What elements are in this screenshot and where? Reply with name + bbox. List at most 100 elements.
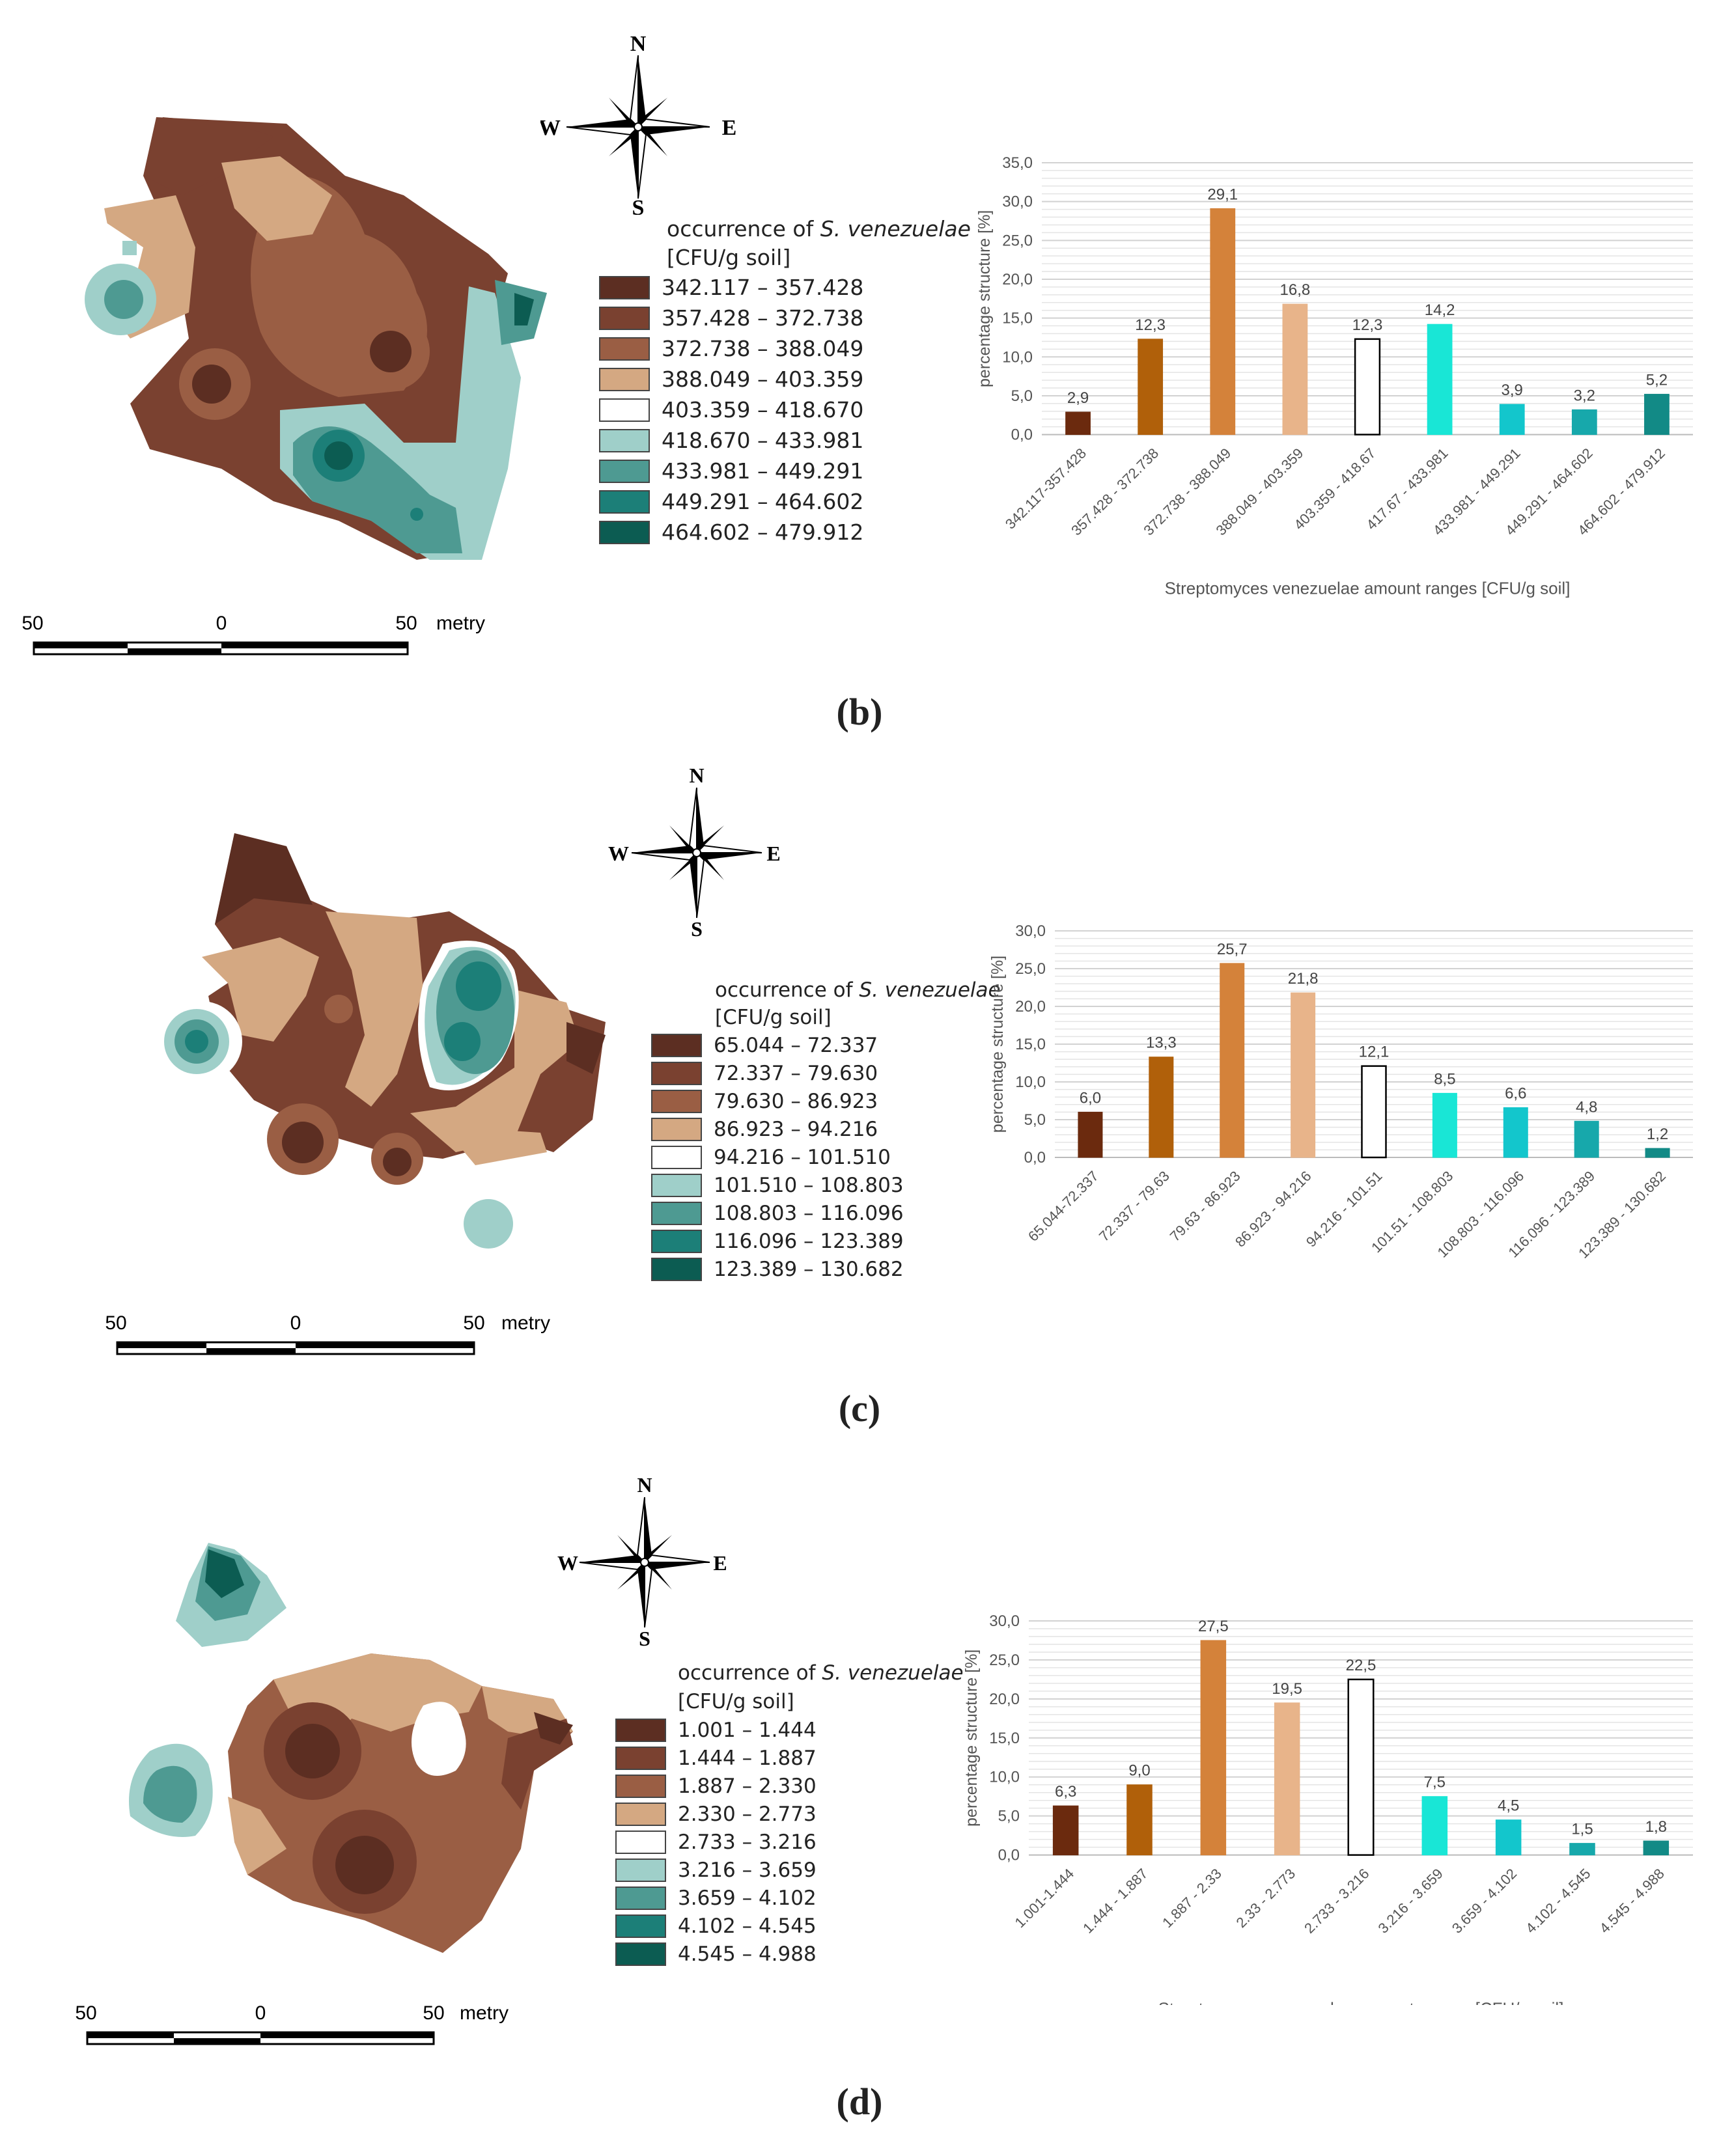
legend-title-b: occurrence of S. venezuelae	[667, 216, 971, 242]
legend-swatch	[651, 1033, 702, 1057]
y-tick-label: 15,0	[989, 1730, 1020, 1747]
legend-label: 2.330 – 2.773	[678, 1802, 817, 1826]
y-tick-label: 20,0	[1015, 998, 1046, 1016]
scale-bar-c: 50 0 50 metry	[105, 1312, 550, 1355]
data-label: 16,8	[1280, 281, 1311, 299]
data-label: 19,5	[1272, 1680, 1302, 1698]
caption-b: (b)	[836, 691, 883, 733]
compass-s: S	[632, 196, 645, 215]
legend-label: 3.216 – 3.659	[678, 1858, 817, 1882]
data-label: 6,6	[1505, 1085, 1526, 1102]
legend-label: 4.545 – 4.988	[678, 1942, 817, 1966]
svg-text:50: 50	[75, 2002, 96, 2024]
data-label: 27,5	[1198, 1618, 1229, 1635]
data-label: 12,3	[1135, 316, 1166, 334]
legend-swatch	[599, 275, 650, 299]
legend-swatch	[651, 1173, 702, 1197]
legend-swatch	[599, 306, 650, 330]
interpolation-map-d	[129, 1543, 573, 1953]
legend-label: 372.738 – 388.049	[662, 336, 864, 361]
legend-d: occurrence of S. venezuelae [CFU/g soil]…	[615, 1659, 964, 1968]
y-tick-label: 5,0	[1024, 1111, 1046, 1129]
data-label: 6,0	[1080, 1089, 1101, 1107]
map-polygon-c	[161, 833, 606, 1249]
legend-item: 86.923 – 94.216	[651, 1115, 1001, 1143]
legend-label: 1.887 – 2.330	[678, 1774, 817, 1798]
legend-rows-d: 1.001 – 1.444 1.444 – 1.887 1.887 – 2.330 2…	[615, 1716, 964, 1968]
legend-label: 101.510 – 108.803	[714, 1173, 904, 1197]
bar	[1361, 1065, 1387, 1159]
bar	[1065, 411, 1091, 435]
legend-item: 464.602 – 479.912	[599, 517, 971, 547]
legend-item: 94.216 – 101.510	[651, 1143, 1001, 1171]
legend-item: 3.659 – 4.102	[615, 1884, 964, 1912]
legend-item: 4.102 – 4.545	[615, 1912, 964, 1940]
compass-rose-icon: N S E W	[540, 33, 736, 215]
legend-item: 3.216 – 3.659	[615, 1856, 964, 1884]
legend-label: 1.444 – 1.887	[678, 1746, 817, 1770]
data-label: 12,1	[1359, 1043, 1390, 1061]
bar	[1200, 1640, 1227, 1856]
data-label: 2,9	[1067, 389, 1089, 407]
legend-item: 2.330 – 2.773	[615, 1800, 964, 1828]
data-label: 8,5	[1434, 1070, 1455, 1088]
svg-text:W: W	[557, 1551, 578, 1575]
y-axis-label: percentage structure [%]	[975, 210, 994, 387]
legend-swatch	[651, 1257, 702, 1281]
legend-item: 433.981 – 449.291	[599, 456, 971, 486]
legend-swatch	[615, 1746, 666, 1770]
svg-text:50: 50	[395, 613, 417, 634]
y-tick-label: 30,0	[989, 1612, 1020, 1630]
legend-label: 65.044 – 72.337	[714, 1033, 878, 1057]
data-label: 9,0	[1128, 1762, 1150, 1780]
bar	[1282, 303, 1308, 435]
svg-text:metry: metry	[501, 1312, 550, 1334]
data-label: 14,2	[1425, 301, 1455, 319]
bar-chart-c: 0,0 5,0 10,0 15,0 20,0 25,0 30,0 percentage str…	[988, 922, 1693, 1302]
svg-text:S: S	[639, 1627, 650, 1647]
y-tick-label: 20,0	[989, 1691, 1020, 1708]
legend-swatch	[599, 367, 650, 391]
bar	[1571, 409, 1597, 435]
data-label: 1,2	[1647, 1126, 1668, 1143]
x-axis-label: Streptomyces venezuelae amount ranges [C…	[1158, 1999, 1564, 2005]
x-tick-label: 4.545 - 4.988	[1596, 1865, 1667, 1936]
legend-item: 4.545 – 4.988	[615, 1940, 964, 1968]
legend-swatch	[651, 1145, 702, 1169]
x-axis-label: Streptomyces venezuelae amount ranges [C…	[1165, 579, 1571, 598]
map-polygon-d	[129, 1543, 573, 1953]
y-tick-label: 10,0	[1015, 1073, 1046, 1091]
bar	[1347, 1678, 1375, 1856]
bar	[1210, 208, 1236, 435]
legend-item: 418.670 – 433.981	[599, 425, 971, 456]
bar	[1052, 1805, 1079, 1856]
legend-swatch	[651, 1201, 702, 1225]
panel-d: N S E W occurrence of S. venezuelae [CFU…	[0, 1471, 1719, 2156]
bar	[1645, 1148, 1670, 1158]
legend-swatch	[615, 1886, 666, 1910]
data-label: 12,3	[1352, 316, 1383, 334]
svg-text:50: 50	[21, 613, 43, 634]
svg-text:S: S	[691, 917, 703, 937]
legend-swatch	[599, 428, 650, 452]
data-label: 5,2	[1646, 372, 1668, 389]
y-tick-label: 35,0	[1002, 154, 1033, 172]
legend-unit-b: [CFU/g soil]	[667, 245, 791, 270]
legend-item: 2.733 – 3.216	[615, 1828, 964, 1856]
legend-swatch	[599, 459, 650, 483]
y-tick-label: 30,0	[1015, 922, 1046, 940]
data-label: 25,7	[1217, 941, 1248, 958]
legend-label: 433.981 – 449.291	[662, 458, 864, 484]
y-tick-label: 5,0	[1011, 387, 1033, 405]
y-tick-label: 0,0	[1024, 1149, 1046, 1167]
data-label: 13,3	[1146, 1034, 1177, 1052]
svg-text:E: E	[713, 1551, 727, 1575]
y-tick-label: 30,0	[1002, 193, 1033, 211]
compass-rose-icon: N S E W	[608, 764, 781, 937]
legend-swatch	[615, 1830, 666, 1854]
legend-item: 403.359 – 418.670	[599, 394, 971, 425]
bar	[1274, 1702, 1300, 1856]
legend-item: 1.887 – 2.330	[615, 1772, 964, 1800]
legend-swatch	[615, 1858, 666, 1882]
legend-swatch	[615, 1718, 666, 1742]
